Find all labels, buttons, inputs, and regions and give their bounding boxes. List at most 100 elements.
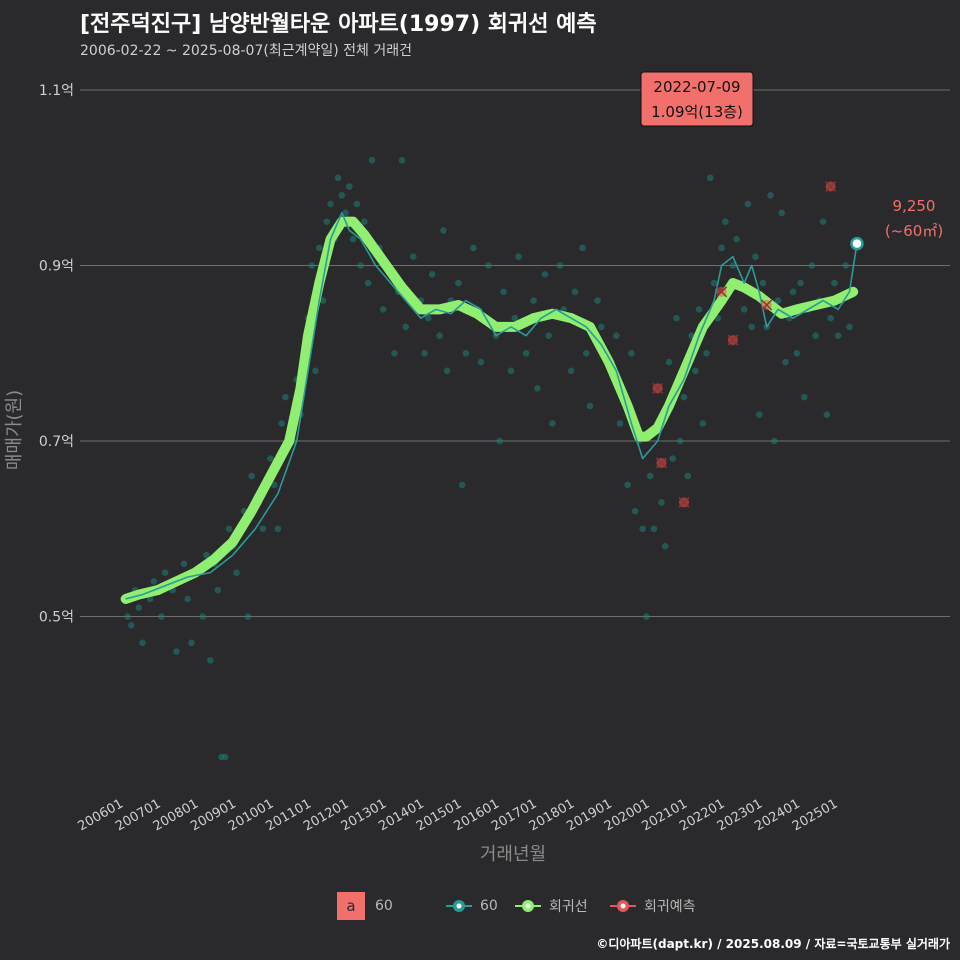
- scatter-point-118: [673, 314, 680, 322]
- scatter-point-99: [594, 297, 601, 304]
- scatter-point-117: [669, 455, 677, 462]
- scatter-point-66: [421, 349, 428, 357]
- scatter-point-56: [368, 156, 376, 164]
- scatter-point-115: [661, 543, 669, 550]
- scatter-point-27: [248, 472, 255, 480]
- y-tick-label-0: 0.5억: [39, 610, 74, 626]
- legend-60-icon: [446, 900, 472, 912]
- scatter-point-137: [744, 200, 752, 208]
- scatter-point-90: [545, 332, 552, 340]
- legend-box-label: 60: [375, 898, 393, 914]
- scatter-point-47: [334, 174, 342, 182]
- scatter-point-134: [733, 235, 740, 243]
- scatter-point-131: [722, 218, 729, 225]
- scatter-point-157: [819, 218, 827, 225]
- scatter-point-62: [398, 156, 406, 164]
- scatter-point-1: [127, 621, 135, 629]
- scatter-point-149: [789, 288, 797, 296]
- prediction-cross-1: [655, 457, 667, 469]
- scatter-point-139: [752, 253, 759, 261]
- scatter-point-140: [755, 411, 763, 418]
- scatter-point-24: [233, 569, 240, 576]
- scatter-point-154: [808, 262, 816, 269]
- last-label-value: 9,250: [893, 197, 936, 215]
- scatter-point-43: [319, 297, 327, 304]
- scatter-point-145: [774, 297, 782, 304]
- scatter-point-123: [691, 367, 699, 375]
- scatter-point-125: [699, 420, 707, 427]
- scatter-point-44: [323, 218, 331, 225]
- scatter-point-54: [361, 218, 368, 225]
- scatter-point-73: [455, 279, 462, 287]
- legend-item-prediction: 회귀예측: [610, 892, 696, 920]
- scatter-point-8: [161, 569, 169, 576]
- scatter-point-31: [270, 481, 278, 489]
- scatter-point-164: [846, 323, 853, 331]
- scatter-point-51: [349, 235, 357, 243]
- scatter-point-22: [225, 525, 233, 533]
- scatter-point-0: [124, 613, 131, 620]
- scatter-point-92: [556, 262, 564, 269]
- scatter-point-68: [428, 270, 436, 278]
- scatter-point-53: [357, 262, 364, 269]
- legend-regression-label: 회귀선: [549, 899, 588, 915]
- y-tick-labels: 0.5억 0.7억 0.9억 1.1억: [39, 83, 74, 626]
- scatter-point-15: [199, 613, 207, 620]
- scatter-point-121: [684, 472, 692, 480]
- scatter-point-112: [650, 525, 658, 533]
- max-label-box: [640, 71, 754, 127]
- prediction-points: [652, 180, 837, 508]
- scatter-point-40: [308, 262, 316, 269]
- regression-line: [120, 216, 859, 604]
- y-tick-label-2: 0.9억: [39, 259, 74, 275]
- scatter-point-45: [327, 200, 334, 208]
- scatter-point-87: [530, 297, 537, 304]
- scatter-point-110: [643, 613, 650, 620]
- legend-prediction-icon: [610, 900, 636, 912]
- legend: a 60 60 회귀선 회귀예측: [0, 892, 960, 922]
- series-60-line: [125, 212, 858, 600]
- scatter-point-144: [770, 437, 778, 445]
- scatter-point-64: [409, 253, 417, 261]
- scatter-point-10: [173, 648, 180, 655]
- scatter-point-3: [135, 604, 143, 612]
- prediction-cross-0: [652, 382, 664, 394]
- scatter-point-86: [522, 349, 530, 357]
- scatter-point-29: [259, 525, 267, 533]
- scatter-point-146: [778, 209, 786, 217]
- scatter-point-105: [624, 481, 631, 489]
- legend-item-regression: 회귀선: [515, 892, 588, 920]
- scatter-point-58: [379, 306, 387, 313]
- max-label-date: 2022-07-09: [653, 78, 740, 96]
- scatter-point-143: [767, 192, 774, 199]
- scatter-point-6: [150, 578, 158, 585]
- last-label-area: (~60㎡): [885, 222, 943, 240]
- scatter-point-159: [827, 314, 834, 322]
- prediction-cross-5: [761, 299, 773, 311]
- scatter-point-67: [425, 314, 432, 322]
- y-tick-label-3: 1.1억: [39, 83, 74, 99]
- scatter-point-95: [571, 288, 579, 296]
- scatter-point-98: [586, 402, 594, 410]
- legend-box-letter: a: [337, 892, 365, 920]
- scatter-point-49: [342, 209, 349, 217]
- scatter-point-138: [748, 323, 755, 331]
- scatter-point-32: [274, 525, 282, 533]
- series-60-last-point: [850, 236, 864, 251]
- scatter-point-150: [793, 349, 801, 357]
- scatter-point-21: [221, 753, 229, 761]
- scatter-point-50: [346, 183, 353, 190]
- prediction-cross-4: [727, 334, 739, 346]
- scatter-point-124: [695, 306, 703, 313]
- scatter-point-102: [613, 332, 620, 340]
- series-lines: [120, 212, 864, 604]
- scatter-point-26: [244, 613, 252, 620]
- scatter-point-130: [718, 244, 725, 252]
- scatter-point-152: [801, 393, 808, 401]
- x-axis-label: 거래년월: [480, 844, 546, 865]
- scatter-point-75: [462, 349, 470, 357]
- scatter-point-13: [188, 639, 195, 647]
- scatter-point-109: [639, 525, 646, 533]
- scatter-point-141: [759, 279, 767, 287]
